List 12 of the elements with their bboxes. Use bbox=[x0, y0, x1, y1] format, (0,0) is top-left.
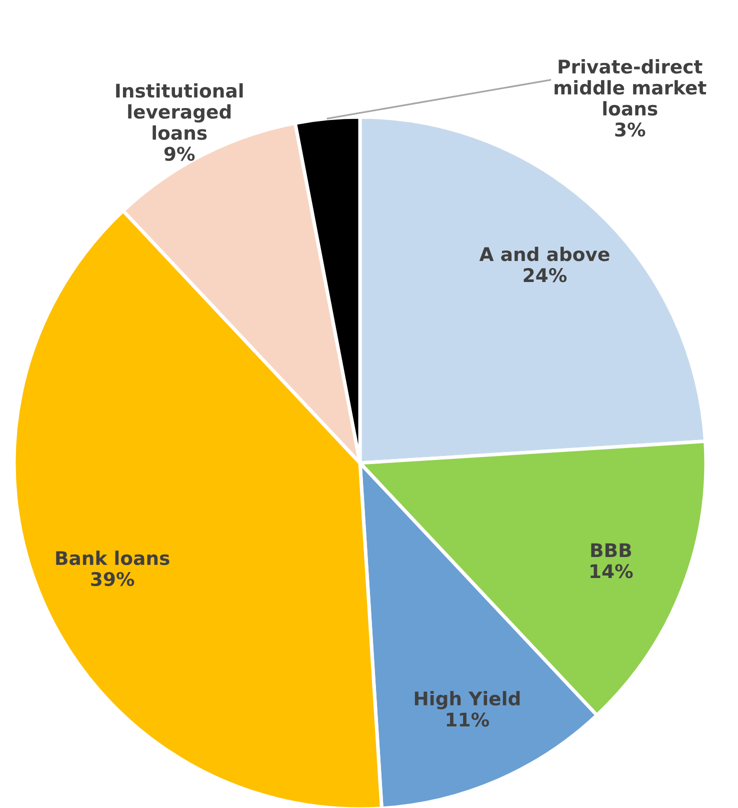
slice-label: Private-direct middle market loans bbox=[554, 59, 706, 116]
slice-label: BBB bbox=[591, 543, 632, 558]
data-label: 24% bbox=[524, 268, 567, 282]
data-label: 9% bbox=[164, 146, 195, 161]
slice-label: A and above bbox=[479, 246, 610, 262]
slice-label: Institutional leveraged loans bbox=[116, 83, 243, 140]
data-label: 39% bbox=[91, 572, 134, 586]
data-label: 14% bbox=[590, 564, 633, 578]
slice-label: High Yield bbox=[414, 691, 520, 710]
data-label: 11% bbox=[446, 712, 490, 727]
slice-label: Bank loans bbox=[56, 550, 170, 566]
data-label: 3% bbox=[615, 122, 646, 137]
